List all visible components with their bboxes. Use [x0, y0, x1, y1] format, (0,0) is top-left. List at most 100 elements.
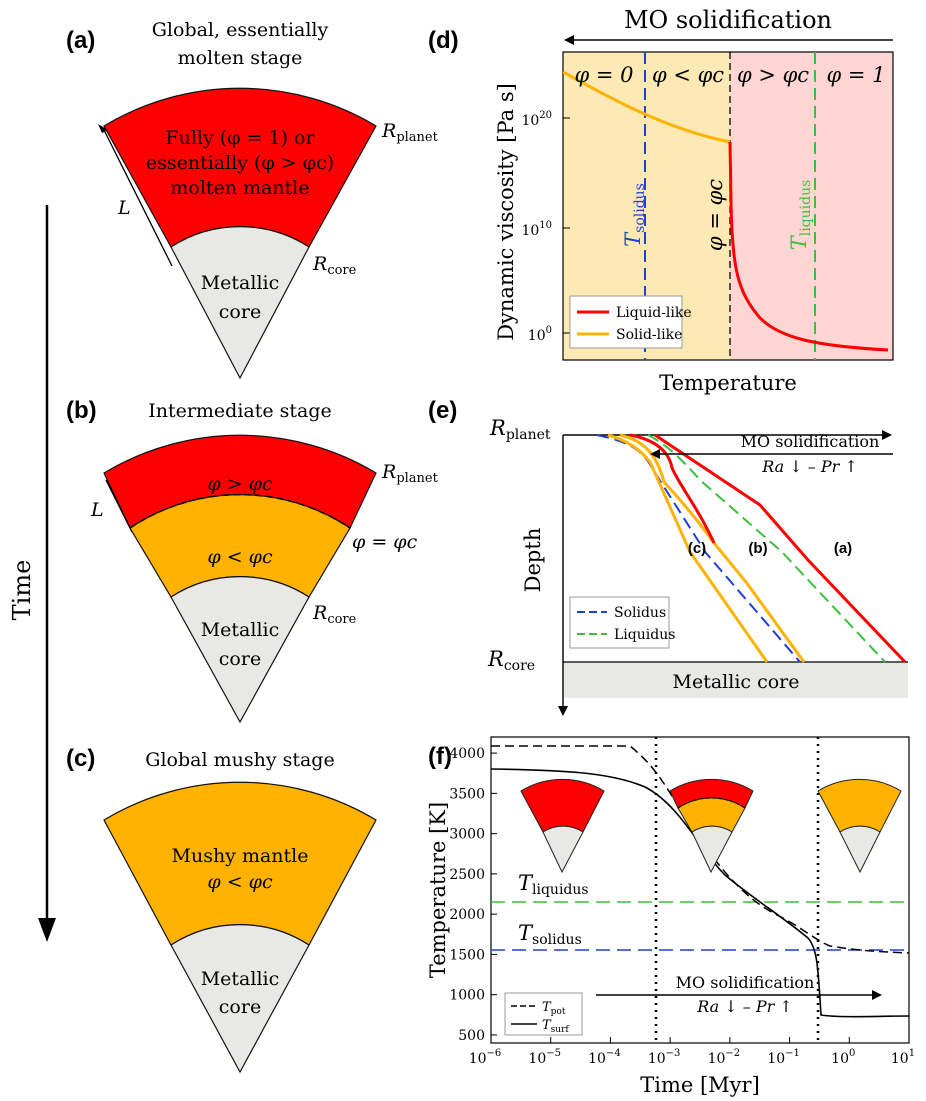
panel-b-core [170, 576, 310, 724]
panel-e-label-a: (a) [834, 540, 852, 557]
panel-f-tag: (f) [428, 743, 452, 770]
panel-d-liquid-region [730, 52, 893, 360]
panel-f-tpot-curve [491, 745, 909, 954]
panel-d-xlabel: Temperature [659, 371, 797, 395]
panel-a-r-planet: Rplanet [381, 120, 439, 145]
panel-f-xtick: 101 [891, 1048, 915, 1067]
panel-f-legend-tsurf: Tsurf [542, 1018, 569, 1035]
panel-b-r-planet: Rplanet [381, 461, 439, 486]
panel-a-length: L [117, 197, 131, 219]
panel-a-mantle-3: molten mantle [170, 177, 309, 199]
panel-d-ytick-1: 1020 [521, 110, 552, 129]
panel-e-arrow-label-1: MO solidification [741, 432, 880, 451]
panel-f-ticks: 4000 3500 3000 2500 2000 1500 1000 500 10−6 10−5 1… [449, 746, 915, 1067]
panel-d-ylabel: Dynamic viscosity [Pa s] [494, 83, 518, 341]
panel-f-xtick: 10−3 [648, 1048, 681, 1067]
panel-f-tsurf-curve [491, 768, 909, 1018]
panel-d-legend: Liquid-like Solid-like [569, 295, 692, 349]
panel-d-tag: (d) [428, 27, 459, 54]
panel-e-label-c: (c) [688, 540, 706, 557]
panel-e-legend: Solidus Liquidus [569, 596, 675, 649]
panel-d-region-3: φ > φc [737, 63, 809, 87]
panel-f-ytick: 3500 [449, 786, 485, 802]
time-arrow-head [38, 918, 56, 942]
panel-d-yticks: 1020 1010 100 [521, 110, 570, 344]
panel-b-boundary-label: φ = φc [352, 531, 418, 553]
svg-text:Tsolidus: Tsolidus [621, 183, 648, 247]
svg-text:Tliquidus: Tliquidus [787, 180, 814, 251]
panel-f-xtick: 10−4 [588, 1048, 621, 1067]
panel-f-ytick: 1000 [449, 988, 485, 1004]
panel-d-ytick-3: 100 [528, 325, 552, 344]
panel-f-ylabel: Temperature [K] [426, 802, 450, 978]
panel-a: (a) Global, essentially molten stage Ful… [66, 19, 439, 380]
panel-d: (d) MO solidification φ = 0 φ < φc φ > φ… [428, 6, 894, 395]
panel-d-frame [562, 51, 894, 361]
panel-f-t-liquidus: Tliquidus [518, 871, 589, 898]
panel-b-length-arrow [105, 479, 133, 533]
panel-d-region-1: φ = 0 [574, 63, 633, 87]
panel-d-liquid-like-curve [728, 141, 889, 352]
panel-a-mantle-1: Fully (φ = 1) or [165, 127, 315, 149]
panel-d-t-liquidus: Tliquidus [787, 180, 814, 251]
panel-d-region-2: φ < φc [652, 63, 724, 87]
panel-e-curve-b-liquid [629, 433, 716, 544]
panel-d-solid-like-curve [563, 70, 731, 144]
panel-a-title-1: Global, essentially [152, 19, 329, 41]
panel-e-tag: (e) [428, 397, 457, 424]
panel-a-tag: (a) [66, 27, 95, 54]
panel-f: (f) 4000 3500 3000 2500 2000 1500 1000 500 10−6 1… [426, 736, 915, 1097]
panel-e-core-label: Metallic core [673, 671, 800, 693]
panel-e-legend-solidus: Solidus [614, 605, 666, 621]
panel-a-length-arrow [102, 127, 173, 267]
panel-f-legend-tpot: Tpot [542, 1000, 566, 1017]
panel-c-core-1: Metallic [201, 968, 280, 990]
panel-f-mini-c [817, 778, 902, 874]
panel-c-tag: (c) [66, 745, 95, 772]
panel-f-xtick: 10−1 [767, 1048, 800, 1067]
panel-c-core-2: core [219, 996, 261, 1018]
panel-e-curve-a [654, 433, 907, 664]
panel-a-r-core: Rcore [312, 253, 357, 278]
panel-e-r-planet: Rplanet [489, 416, 551, 443]
panel-f-xtick: 10−2 [708, 1048, 741, 1067]
panel-d-legend-solid: Solid-like [616, 327, 682, 343]
panel-b-title: Intermediate stage [148, 400, 332, 422]
panel-e-core-band [563, 662, 908, 698]
panel-e-curve-c [607, 433, 769, 663]
time-label: Time [8, 560, 36, 621]
panel-d-region-4: φ = 1 [826, 63, 885, 87]
panel-c-core [170, 924, 310, 1074]
panel-f-ytick: 2000 [449, 907, 485, 923]
panel-e: (e) Rplanet Rcore Metallic core Depth MO… [428, 397, 908, 716]
panel-e-r-core: Rcore [487, 647, 535, 674]
panel-e-arrow-label-2: Ra ↓ – Pr ↑ [761, 457, 858, 476]
panel-b-lower: φ < φc [207, 546, 273, 568]
panel-a-title-2: molten stage [178, 47, 303, 69]
panel-c-title: Global mushy stage [145, 749, 334, 771]
panel-f-ytick: 4000 [449, 746, 485, 762]
panel-f-legend: Tpot Tsurf [504, 992, 583, 1036]
panel-f-ytick: 500 [458, 1028, 485, 1044]
panel-f-arrow-label-1: MO solidification [676, 973, 815, 992]
panel-e-ylabel: Depth [521, 528, 545, 593]
panel-b-r-core: Rcore [312, 602, 357, 627]
panel-b-boundary [129, 493, 351, 529]
panel-c: (c) Global mushy stage Mushy mantle φ < … [66, 745, 377, 1074]
panel-b-length: L [90, 499, 104, 521]
panel-a-core-1: Metallic [201, 272, 280, 294]
panel-c-mantle-2: φ < φc [207, 871, 273, 893]
panel-b: (b) Intermediate stage φ > φc φ < φc φ =… [66, 397, 439, 724]
panel-d-t-solidus: Tsolidus [621, 183, 648, 247]
panel-b-core-1: Metallic [201, 619, 280, 641]
panel-d-header: MO solidification [624, 6, 832, 34]
panel-e-liquidus [647, 434, 886, 663]
panel-f-xtick: 10−6 [469, 1048, 502, 1067]
panel-d-legend-liquid: Liquid-like [616, 305, 692, 321]
panel-e-legend-liquidus: Liquidus [614, 627, 675, 643]
panel-a-core-2: core [219, 301, 261, 323]
time-arrow: Time [8, 205, 56, 942]
panel-b-upper: φ > φc [207, 473, 273, 495]
panel-b-tag: (b) [66, 397, 97, 424]
